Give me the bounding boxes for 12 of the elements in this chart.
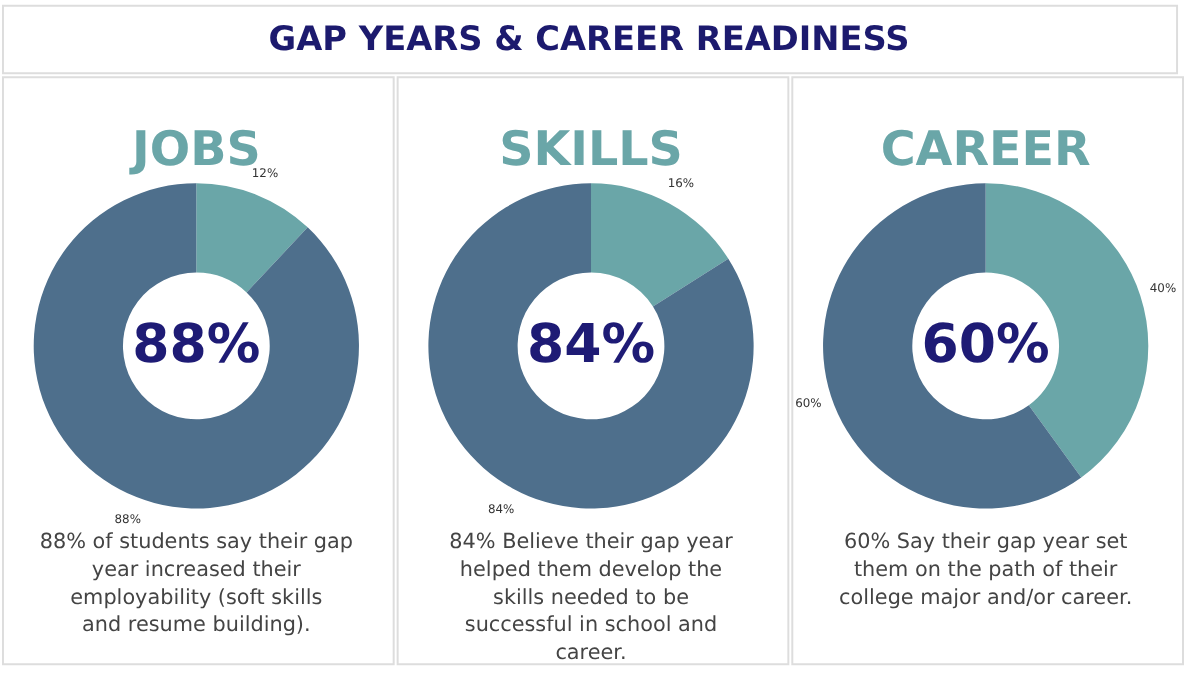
text: 84% [526,313,656,376]
text: GAP YEARS & CAREER READINESS [268,18,910,59]
donut-slice [196,183,308,293]
text: 60% Say their gap year set them on the path of their college major and/or career. [839,530,1133,610]
text: 88% of students say their gap year increased their employability (soft skills and resume building). [39,530,354,638]
text: 88% [132,313,261,376]
chart-title: CAREER [880,121,1091,178]
text: 84% Believe their gap year helped them develop the skills needed to be successful in school and career. [449,530,735,666]
chart-title: SKILLS [499,121,683,178]
donut-slice [823,183,1082,509]
donut-slice [33,183,359,509]
text: 60% [921,313,1050,376]
